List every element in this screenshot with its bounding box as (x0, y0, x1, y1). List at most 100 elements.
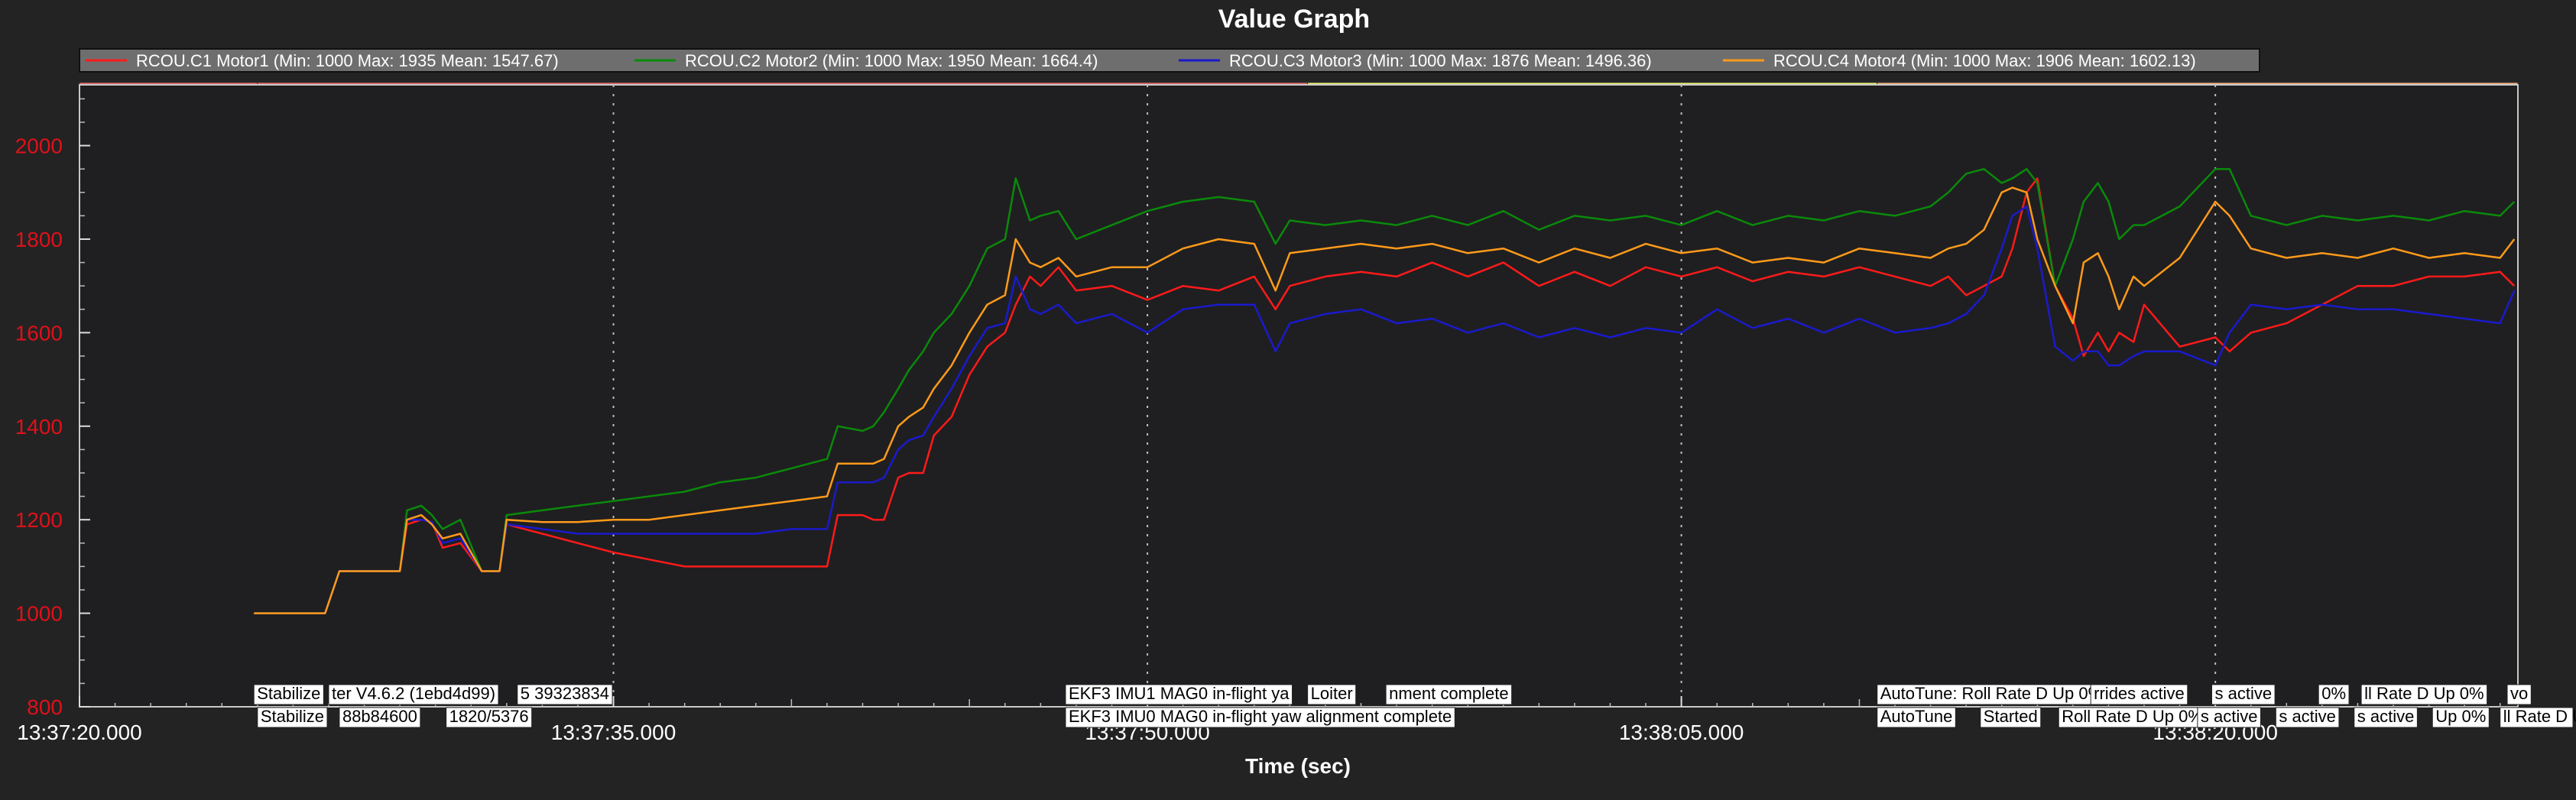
series-line-motor1 (254, 177, 2516, 614)
legend-entry-3[interactable]: RCOU.C3 Motor3 (Min: 1000 Max: 1876 Mean… (1229, 51, 1652, 70)
log-message-text: 88b84600 (342, 707, 417, 726)
log-message-box (2506, 684, 2532, 705)
log-message: s active (2275, 707, 2340, 728)
log-message: ter V4.6.2 (1ebd4d99) (328, 684, 499, 705)
log-message-text: 1820/5376 (449, 707, 529, 726)
log-message-box (328, 684, 499, 705)
log-message: AutoTune (1877, 707, 1956, 728)
log-message-box (2090, 684, 2188, 705)
log-message-box (2360, 684, 2488, 705)
log-message-text: Up 0% (2435, 707, 2486, 726)
series-lines (254, 167, 2516, 614)
log-message-box (2275, 707, 2340, 728)
log-message-box (1980, 707, 2042, 728)
legend-box (79, 48, 2260, 73)
y-tick-label: 2000 (15, 134, 63, 158)
y-axis: 800 1000 1200 1400 1600 1800 2000 (15, 98, 90, 719)
log-message-box (2432, 707, 2490, 728)
log-message: EKF3 IMU0 MAG0 in-flight yaw alignment c… (1065, 707, 1455, 728)
log-message-text: AutoTune: Roll Rate D Up 0% (1880, 684, 2103, 703)
legend-entry-1[interactable]: RCOU.C1 Motor1 (Min: 1000 Max: 1935 Mean… (136, 51, 559, 70)
log-message-box (1877, 684, 2107, 705)
log-message-text: 5 39323834 (521, 684, 609, 703)
log-message-box (1307, 684, 1357, 705)
log-message-text: 0% (2321, 684, 2346, 703)
log-message-box (1065, 684, 1293, 705)
log-message-text: s active (2357, 707, 2415, 726)
y-tick-label: 1600 (15, 321, 63, 345)
plot-area[interactable]: 800 1000 1200 1400 1600 1800 2000 13:37:20.000… (15, 84, 2576, 744)
series-line-motor3 (254, 205, 2516, 614)
log-message: Started (1980, 707, 2042, 728)
log-message-box (2500, 707, 2574, 728)
log-message-box (446, 707, 533, 728)
log-message-text: nment complete (1389, 684, 1509, 703)
log-message: s active (2211, 684, 2276, 705)
log-message-text: EKF3 IMU1 MAG0 in-flight ya (1069, 684, 1290, 703)
log-message-text: Started (1984, 707, 2038, 726)
log-message: 0% (2318, 684, 2350, 705)
log-message-text: rrides active (2094, 684, 2185, 703)
log-message: Stabilize (253, 684, 324, 705)
log-message-text: ter V4.6.2 (1ebd4d99) (332, 684, 495, 703)
log-message: 88b84600 (339, 707, 421, 728)
x-axis: 13:37:20.000 13:37:35.000 13:37:50.000 13:3… (17, 696, 2501, 744)
legend-entry-2[interactable]: RCOU.C2 Motor2 (Min: 1000 Max: 1950 Mean… (685, 51, 1098, 70)
series-line-motor4 (254, 186, 2516, 614)
log-message-text: EKF3 IMU0 MAG0 in-flight yaw alignment c… (1069, 707, 1452, 726)
x-tick-label: 13:37:20.000 (17, 721, 142, 744)
legend-entry-4[interactable]: RCOU.C4 Motor4 (Min: 1000 Max: 1906 Mean… (1773, 51, 2196, 70)
graph-title: Value Graph (1218, 5, 1370, 34)
series-line-motor2 (254, 167, 2516, 614)
x-tick-label: 13:37:35.000 (551, 721, 676, 744)
log-message: Up 0% (2432, 707, 2490, 728)
log-messages: Stabilize ter V4.6.2 (1ebd4d99) 5 39323834… (253, 684, 2576, 728)
log-message: AutoTune: Roll Rate D Up 0% (1877, 684, 2107, 705)
log-message-box (339, 707, 421, 728)
y-tick-label: 1000 (15, 602, 63, 626)
log-message: s active (2197, 707, 2261, 728)
log-message: rrides active (2090, 684, 2188, 705)
log-message-text: vo (2510, 684, 2528, 703)
log-message: Stabilize (257, 707, 328, 728)
log-message-text: s active (2215, 684, 2273, 703)
log-message: ll Rate D Up 0% (2360, 684, 2488, 705)
log-message-box (2354, 707, 2418, 728)
log-message: vo (2506, 684, 2532, 705)
log-message: EKF3 IMU1 MAG0 in-flight ya (1065, 684, 1293, 705)
log-message-text: Stabilize (261, 707, 324, 726)
log-message-box (2318, 684, 2350, 705)
log-message-box (253, 684, 324, 705)
log-message: 1820/5376 (446, 707, 533, 728)
legend[interactable]: RCOU.C1 Motor1 (Min: 1000 Max: 1935 Mean… (79, 48, 2260, 73)
log-message-text: Loiter (1311, 684, 1353, 703)
log-message-box (2211, 684, 2276, 705)
log-message-text: ll Rate D Up (2503, 707, 2576, 726)
log-message-text: s active (2201, 707, 2258, 726)
log-message-box (2197, 707, 2261, 728)
log-message: ll Rate D Up (2500, 707, 2576, 728)
log-message-box (2058, 707, 2207, 728)
log-message-text: Roll Rate D Up 0% (2062, 707, 2203, 726)
log-message-box (517, 684, 613, 705)
log-message-box (257, 707, 328, 728)
log-message: nment complete (1385, 684, 1513, 705)
y-tick-label: 1200 (15, 508, 63, 532)
plot-frame (79, 84, 2519, 708)
y-tick-label: 1400 (15, 415, 63, 439)
y-tick-label: 1800 (15, 228, 63, 251)
y-tick-label: 800 (27, 695, 63, 719)
log-message: s active (2354, 707, 2418, 728)
log-message: 5 39323834 (517, 684, 613, 705)
log-message-text: ll Rate D Up 0% (2364, 684, 2484, 703)
log-message-box (1065, 707, 1455, 728)
x-axis-label: Time (sec) (1245, 754, 1351, 778)
log-message-text: AutoTune (1880, 707, 1953, 726)
log-message-box (1385, 684, 1513, 705)
log-message-box (1877, 707, 1956, 728)
x-tick-label: 13:38:05.000 (1619, 721, 1744, 744)
log-message: Loiter (1307, 684, 1357, 705)
log-message: Roll Rate D Up 0% (2058, 707, 2207, 728)
log-message-text: s active (2279, 707, 2336, 726)
